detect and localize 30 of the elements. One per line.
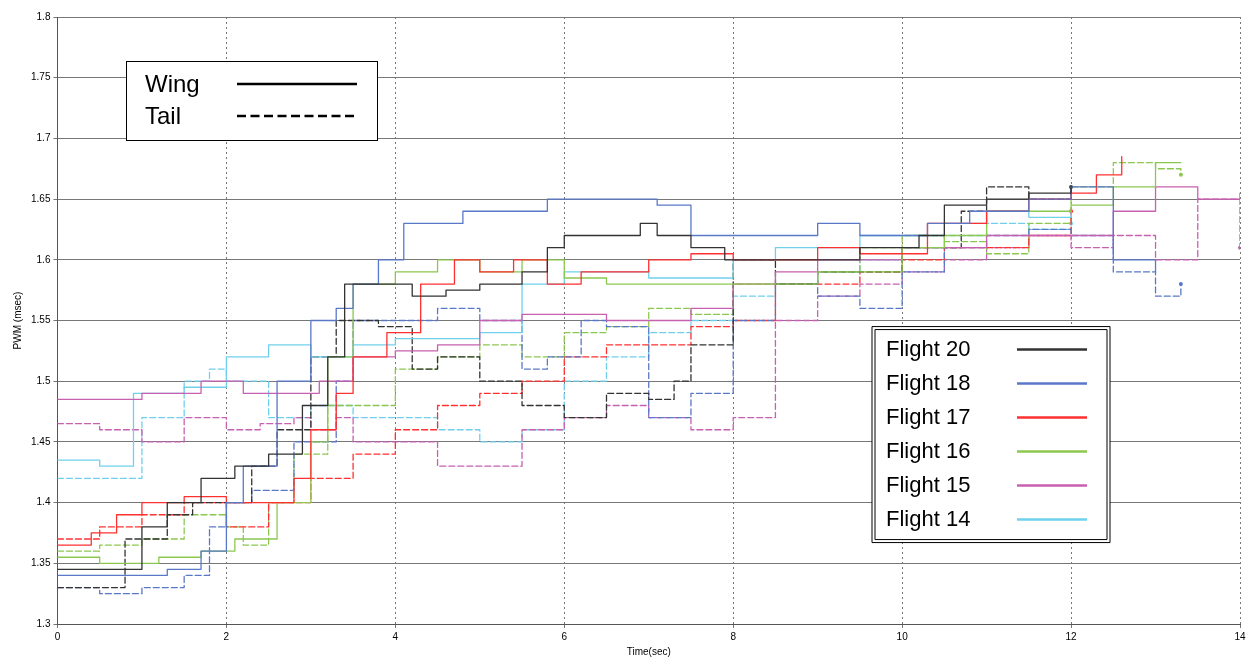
y-tick-label: 1.3 [36,617,51,629]
x-tick-label: 8 [730,630,737,642]
y-tick-label: 1.55 [30,314,51,326]
y-tick-label: 1.4 [36,496,51,508]
y-tick-label: 1.6 [36,253,51,265]
y-tick-label: 1.45 [30,435,51,447]
legend-label: Flight 17 [886,403,971,429]
y-tick-label: 1.8 [36,10,51,22]
x-tick-label: 4 [392,630,399,642]
x-tick-label: 14 [1234,630,1246,642]
y-tick-label: 1.75 [30,71,51,83]
y-tick-label: 1.35 [30,557,51,569]
legend-label: Flight 18 [886,369,971,395]
legend-label: Flight 14 [886,505,971,531]
annotation: Tail [145,102,182,130]
y-axis-title: PWM (msec) [11,291,23,350]
legend-label: Flight 16 [886,437,971,463]
y-tick-label: 1.7 [36,132,51,144]
y-tick-label: 1.65 [30,192,51,204]
y-tick-label: 1.5 [36,374,51,386]
x-tick-label: 12 [1065,630,1078,642]
x-tick-label: 0 [54,630,61,642]
x-axis-title: Time(sec) [626,645,671,657]
x-tick-label: 10 [896,630,909,642]
legend-label: Flight 15 [886,471,971,497]
x-tick-label: 2 [223,630,230,642]
legend-box: Wing Tail [126,61,378,141]
x-tick-label: 6 [561,630,568,642]
legend-label: Flight 20 [886,335,971,361]
annotation: Wing [145,70,201,98]
